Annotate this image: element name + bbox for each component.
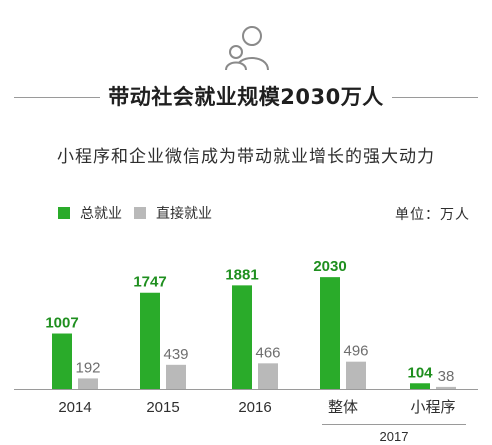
x-tick-label-4: 小程序 bbox=[410, 399, 455, 416]
x-tick-label-1: 2015 bbox=[146, 399, 179, 416]
family-icon bbox=[218, 18, 274, 74]
data-label-total-1: 1747 bbox=[133, 274, 166, 291]
title-divider-right bbox=[392, 97, 478, 98]
bar-direct-0 bbox=[78, 378, 98, 389]
group-label-2017: 2017 bbox=[380, 429, 409, 444]
x-tick-label-3: 整体 bbox=[328, 399, 358, 416]
data-label-total-4: 104 bbox=[407, 364, 433, 381]
data-label-direct-0: 192 bbox=[75, 359, 100, 376]
legend-direct-swatch bbox=[134, 207, 146, 219]
data-label-direct-4: 38 bbox=[438, 368, 455, 385]
legend-direct-label: 直接就业 bbox=[156, 206, 212, 222]
bar-total-0 bbox=[52, 333, 72, 389]
unit-label: 单位：万人 bbox=[395, 207, 470, 223]
bar-total-1 bbox=[140, 292, 160, 389]
chart-subtitle: 小程序和企业微信成为带动就业增长的强大动力 bbox=[57, 147, 435, 167]
bar-total-2 bbox=[232, 285, 252, 389]
legend-total-label: 总就业 bbox=[80, 206, 122, 222]
data-label-direct-3: 496 bbox=[343, 343, 368, 360]
title-row: 带动社会就业规模2030万人 bbox=[0, 76, 492, 116]
bar-direct-2 bbox=[258, 363, 278, 389]
bar-direct-3 bbox=[346, 361, 366, 389]
bar-direct-1 bbox=[166, 364, 186, 389]
data-label-total-0: 1007 bbox=[45, 315, 78, 332]
bar-direct-4 bbox=[436, 386, 456, 389]
chart-title: 带动社会就业规模2030万人 bbox=[108, 85, 384, 109]
data-label-direct-2: 466 bbox=[255, 344, 280, 361]
bar-total-4 bbox=[410, 383, 430, 389]
legend-total: 总就业 bbox=[58, 204, 122, 222]
bar-total-3 bbox=[320, 277, 340, 389]
data-label-total-3: 2030 bbox=[313, 258, 346, 275]
x-tick-label-0: 2014 bbox=[58, 399, 91, 416]
legend-direct: 直接就业 bbox=[134, 204, 212, 222]
title-divider-left bbox=[14, 97, 100, 98]
data-label-total-2: 1881 bbox=[225, 266, 258, 283]
data-label-direct-1: 439 bbox=[163, 346, 188, 363]
x-tick-label-2: 2016 bbox=[238, 399, 271, 416]
legend-total-swatch bbox=[58, 207, 70, 219]
